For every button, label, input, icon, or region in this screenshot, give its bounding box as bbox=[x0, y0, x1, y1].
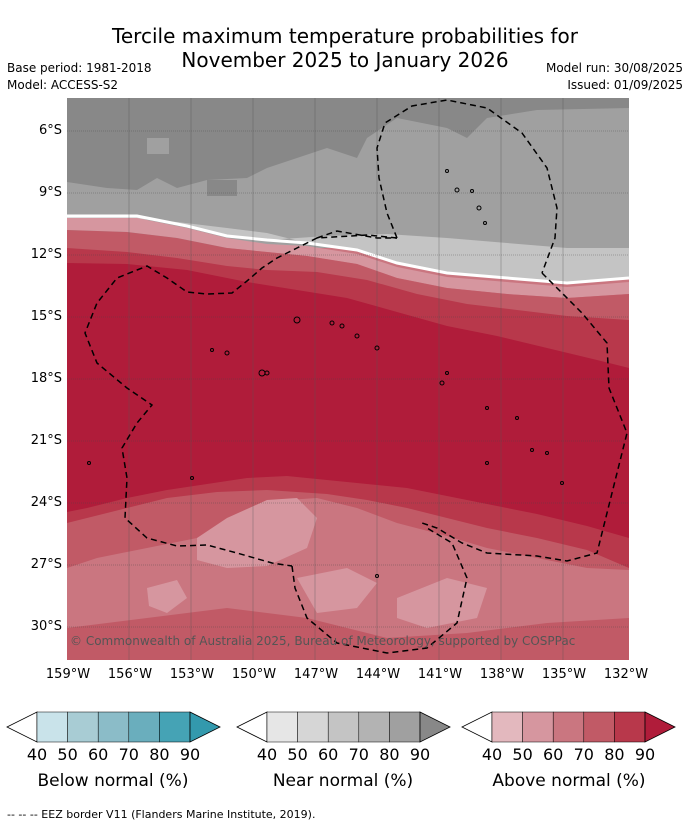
near-normal-label: Near normal (%) bbox=[272, 771, 414, 791]
chart-title: Tercile maximum temperature probabilitie… bbox=[0, 24, 690, 72]
eez-footnote: -- -- -- EEZ border V11 (Flanders Marine… bbox=[7, 808, 316, 821]
model-name: Model: ACCESS-S2 bbox=[7, 78, 119, 92]
above-bin-1 bbox=[491, 711, 523, 743]
near-bin-4 bbox=[358, 711, 390, 743]
above-tick-40: 40 bbox=[481, 745, 503, 764]
near-tick-80: 80 bbox=[379, 745, 400, 764]
lat-label-27s: 27°S bbox=[30, 557, 62, 572]
lon-label-135w: 135°W bbox=[541, 667, 587, 682]
eez-south bbox=[291, 527, 468, 654]
lon-label-132w: 132°W bbox=[603, 667, 649, 682]
lat-label-9s: 9°S bbox=[38, 185, 62, 200]
base-period: Base period: 1981-2018 bbox=[7, 61, 152, 75]
probability-map bbox=[67, 98, 629, 660]
lon-label-141w: 141°W bbox=[417, 667, 463, 682]
eez-east bbox=[421, 272, 628, 562]
below-tick-70: 70 bbox=[118, 745, 139, 764]
grey-patch-2 bbox=[147, 138, 169, 154]
below-tick-80: 80 bbox=[149, 745, 170, 764]
above-bin-3 bbox=[552, 711, 585, 743]
near-tick-60: 60 bbox=[318, 745, 339, 764]
near-bin-5 bbox=[389, 711, 421, 743]
meridians bbox=[128, 98, 564, 660]
above-tick-60: 60 bbox=[543, 745, 564, 764]
above-arrow-low bbox=[461, 711, 493, 743]
near-arrow-high bbox=[419, 711, 451, 743]
region-above-50-patch-4 bbox=[297, 568, 377, 613]
lon-label-144w: 144°W bbox=[355, 667, 401, 682]
copyright-notice: © Commonwealth of Australia 2025, Bureau… bbox=[70, 634, 576, 648]
lat-label-24s: 24°S bbox=[30, 495, 62, 510]
above-bin-4 bbox=[583, 711, 615, 743]
lat-label-21s: 21°S bbox=[30, 433, 62, 448]
above-bin-5 bbox=[614, 711, 646, 743]
title-line-1: Tercile maximum temperature probabilitie… bbox=[112, 24, 578, 48]
region-near-90 bbox=[67, 98, 629, 190]
colorbars bbox=[6, 711, 676, 743]
below-bin-2 bbox=[67, 711, 99, 743]
white-boundary bbox=[67, 214, 629, 285]
near-tick-90: 90 bbox=[409, 745, 431, 764]
eez-cook-polynesia-west bbox=[84, 234, 398, 567]
near-tick-40: 40 bbox=[256, 745, 278, 764]
model-run: Model run: 30/08/2025 bbox=[545, 61, 683, 75]
issued-date: Issued: 01/09/2025 bbox=[567, 78, 683, 92]
below-bin-5 bbox=[159, 711, 191, 743]
region-above-50-patch-1 bbox=[197, 498, 317, 568]
meta-right: Model run: 30/08/2025 Issued: 01/09/2025 bbox=[546, 60, 683, 94]
above-tick-70: 70 bbox=[573, 745, 594, 764]
grey-patch-1 bbox=[207, 180, 237, 196]
lon-label-138w: 138°W bbox=[479, 667, 525, 682]
above-normal-label: Above normal (%) bbox=[492, 771, 646, 791]
near-tick-70: 70 bbox=[348, 745, 369, 764]
lat-label-6s: 6°S bbox=[38, 123, 62, 138]
region-above-70-south-band bbox=[67, 608, 629, 660]
above-bin-2 bbox=[522, 711, 554, 743]
above-tick-50: 50 bbox=[512, 745, 533, 764]
colorbar-near bbox=[236, 711, 451, 743]
lat-label-15s: 15°S bbox=[30, 309, 62, 324]
near-bin-1 bbox=[266, 711, 298, 743]
eez-north-edge bbox=[316, 230, 397, 239]
above-tick-90: 90 bbox=[634, 745, 656, 764]
above-tick-80: 80 bbox=[604, 745, 625, 764]
meta-left: Base period: 1981-2018 Model: ACCESS-S2 bbox=[7, 60, 152, 94]
below-arrow-high bbox=[189, 711, 221, 743]
eez-marquesas bbox=[376, 99, 558, 274]
below-tick-60: 60 bbox=[88, 745, 109, 764]
below-tick-90: 90 bbox=[179, 745, 201, 764]
colorbar-above bbox=[461, 711, 676, 743]
below-tick-40: 40 bbox=[26, 745, 48, 764]
near-bin-3 bbox=[327, 711, 360, 743]
lat-label-30s: 30°S bbox=[30, 619, 62, 634]
region-above-90 bbox=[67, 263, 629, 538]
lon-label-156w: 156°W bbox=[107, 667, 153, 682]
region-near-60 bbox=[67, 216, 629, 283]
region-above-50-patch-2 bbox=[147, 580, 187, 613]
below-bin-3 bbox=[97, 711, 130, 743]
below-tick-50: 50 bbox=[57, 745, 78, 764]
below-arrow-low bbox=[6, 711, 38, 743]
near-bin-2 bbox=[297, 711, 329, 743]
near-arrow-low bbox=[236, 711, 268, 743]
lon-label-159w: 159°W bbox=[45, 667, 91, 682]
above-arrow-high bbox=[644, 711, 676, 743]
lat-label-12s: 12°S bbox=[30, 247, 62, 262]
below-bin-4 bbox=[128, 711, 160, 743]
lon-label-150w: 150°W bbox=[231, 667, 277, 682]
map-svg bbox=[67, 98, 629, 660]
region-above-50-band bbox=[67, 218, 629, 298]
lat-label-18s: 18°S bbox=[30, 371, 62, 386]
region-above-50-patch-3 bbox=[397, 578, 487, 628]
near-tick-50: 50 bbox=[287, 745, 308, 764]
title-line-2: November 2025 to January 2026 bbox=[181, 48, 509, 72]
eez-borders bbox=[84, 99, 628, 654]
below-bin-1 bbox=[36, 711, 68, 743]
lon-label-147w: 147°W bbox=[293, 667, 339, 682]
colorbar-below bbox=[6, 711, 221, 743]
gridlines bbox=[67, 130, 629, 628]
below-normal-label: Below normal (%) bbox=[37, 771, 189, 791]
lon-label-153w: 153°W bbox=[169, 667, 215, 682]
islands bbox=[87, 169, 564, 578]
